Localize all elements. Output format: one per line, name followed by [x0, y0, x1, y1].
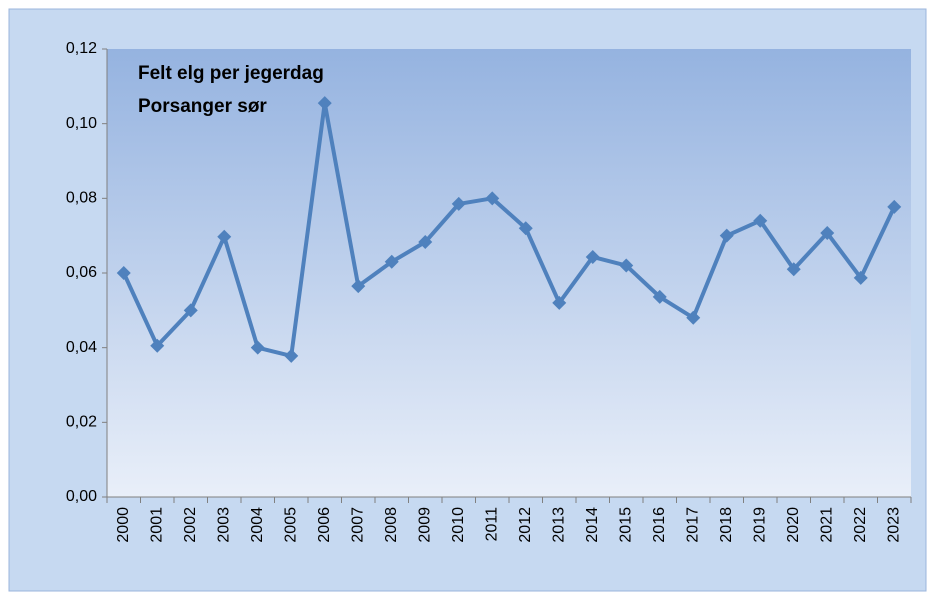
data-point: [183, 303, 198, 318]
data-point: [451, 196, 466, 211]
x-tick-label: 2015: [617, 507, 634, 543]
x-tick-label: 2007: [349, 507, 366, 543]
x-tick-label: 2008: [383, 507, 400, 543]
y-tick-label: 0,00: [66, 488, 97, 505]
x-tick-label: 2014: [584, 507, 601, 543]
data-point: [351, 279, 366, 294]
data-point: [250, 340, 265, 355]
chart-subtitle: Porsanger sør: [138, 96, 267, 117]
data-point: [518, 221, 533, 236]
x-tick-label: 2023: [885, 507, 902, 543]
data-point: [786, 262, 801, 277]
x-tick-label: 2010: [450, 507, 467, 543]
y-tick-label: 0,12: [66, 40, 97, 57]
x-tick-label: 2009: [416, 507, 433, 543]
data-point: [485, 191, 500, 206]
data-point: [585, 249, 600, 264]
data-point: [418, 235, 433, 250]
data-point: [753, 213, 768, 228]
data-point: [116, 266, 131, 280]
data-point: [384, 254, 399, 269]
data-point: [853, 270, 868, 285]
x-tick-label: 2002: [182, 507, 199, 543]
x-tick-label: 2006: [316, 507, 333, 543]
x-tick-label: 2000: [115, 507, 132, 543]
x-tick-label: 2005: [282, 507, 299, 543]
x-tick-label: 2020: [785, 507, 802, 543]
x-tick-label: 2016: [651, 507, 668, 543]
data-point: [217, 229, 232, 244]
y-tick-label: 0,08: [66, 190, 97, 207]
data-point: [317, 96, 332, 111]
data-point: [719, 228, 734, 243]
x-tick-label: 2017: [684, 507, 701, 543]
data-point: [150, 338, 165, 353]
x-tick-label: 2011: [483, 507, 500, 542]
data-point: [887, 199, 902, 214]
x-tick-label: 2022: [852, 507, 869, 543]
x-tick-label: 2019: [751, 507, 768, 543]
x-tick-label: 2018: [718, 507, 735, 543]
x-tick-label: 2021: [818, 507, 835, 543]
y-tick-label: 0,02: [66, 414, 97, 431]
chart-title: Felt elg per jegerdag: [138, 63, 324, 84]
y-tick-label: 0,06: [66, 264, 97, 281]
series-line: [121, 101, 897, 358]
x-tick-label: 2013: [550, 507, 567, 543]
data-point: [284, 348, 299, 363]
y-tick-label: 0,04: [66, 339, 97, 356]
x-tick-label: 2003: [215, 507, 232, 543]
data-point: [619, 258, 634, 273]
y-tick-label: 0,10: [66, 115, 97, 132]
x-tick-label: 2012: [517, 507, 534, 543]
x-tick-label: 2001: [148, 507, 165, 543]
data-point: [820, 226, 835, 241]
data-point: [552, 295, 567, 310]
data-point: [652, 289, 667, 304]
plot-area: [107, 49, 911, 497]
x-tick-label: 2004: [249, 507, 266, 543]
data-point: [686, 310, 701, 325]
